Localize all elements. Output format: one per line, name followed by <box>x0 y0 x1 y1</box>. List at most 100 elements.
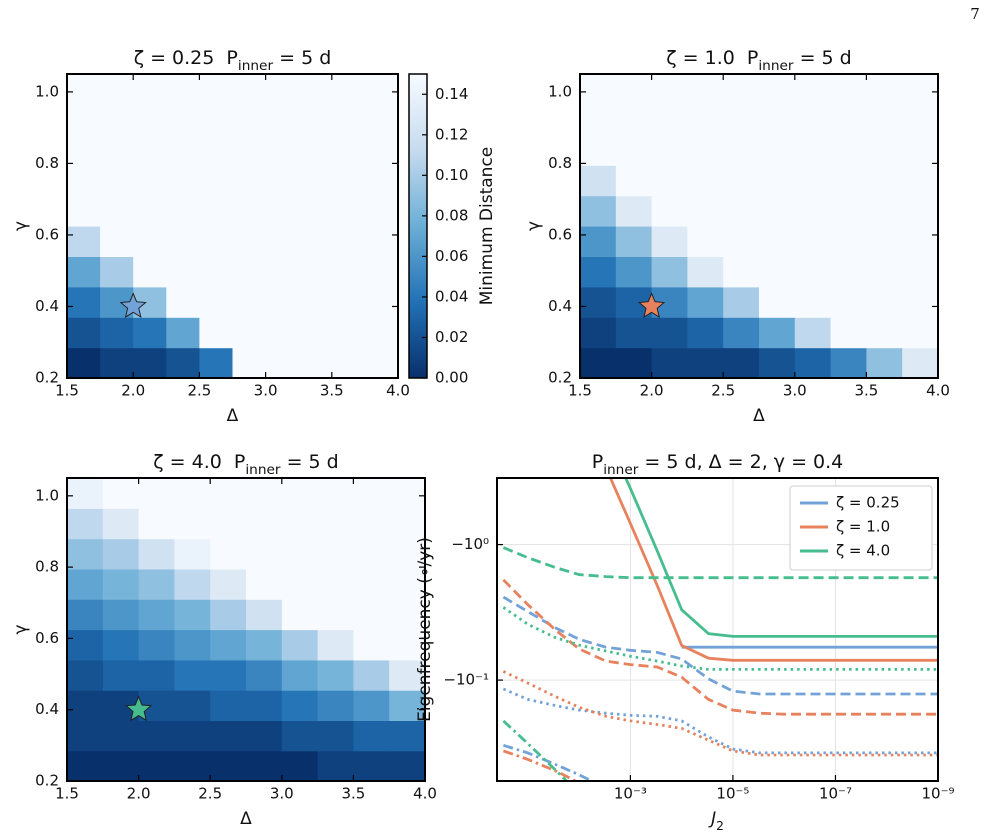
heatmap-cell <box>615 256 653 288</box>
heatmap-cell <box>210 538 247 570</box>
heatmap-cell <box>133 74 167 105</box>
heatmap-cell <box>364 165 399 197</box>
heatmap-cell <box>353 478 390 509</box>
heatmap-cell <box>265 165 300 197</box>
heatmap-cell <box>133 104 167 136</box>
heatmap-cell <box>298 347 333 379</box>
heatmap-cell <box>615 317 653 349</box>
heatmap-cell <box>174 659 211 691</box>
heatmap-cell <box>759 347 796 379</box>
chart-title-part: P <box>592 451 603 473</box>
heatmap-cell <box>265 317 300 349</box>
heatmap-cell <box>246 508 283 540</box>
chart-title: ζ = 4.0 Pinner = 5 d <box>153 451 338 479</box>
x-tick-label: 2.5 <box>711 382 735 400</box>
heatmap-cell <box>317 659 354 691</box>
heatmap-cell <box>281 478 319 509</box>
heatmap-cell <box>687 104 724 136</box>
axes-frame <box>496 477 939 782</box>
heatmap-cell <box>687 165 724 197</box>
heatmap-cell <box>232 104 267 136</box>
heatmap-cell <box>317 750 354 782</box>
colorbar-tick-label: 0.08 <box>435 206 468 224</box>
heatmap-cell <box>830 134 867 166</box>
colorbar-tick-label: 0.10 <box>435 166 468 184</box>
heatmap-cell <box>651 195 688 227</box>
heatmap-cell <box>902 165 939 197</box>
axes-frame <box>66 477 426 782</box>
x-tick-label: 3.0 <box>783 382 807 400</box>
heatmap-cell <box>210 568 247 600</box>
heatmap-cell <box>759 104 796 136</box>
x-axis-label: Δ <box>240 809 252 829</box>
heatmap-cell <box>174 568 211 600</box>
y-tick-label: 0.6 <box>35 629 59 647</box>
heatmap-cell <box>794 165 832 197</box>
heatmap-cell <box>615 74 653 105</box>
heatmap-cell <box>902 195 939 227</box>
y-tick-label: 0.8 <box>35 154 59 172</box>
heatmap-cell <box>723 286 760 318</box>
series-line <box>502 670 938 757</box>
heatmap-cell <box>138 720 175 752</box>
heatmap-cell <box>317 568 354 600</box>
heatmap-cell <box>133 256 167 288</box>
heatmap-cell <box>102 478 140 509</box>
legend-box <box>789 485 933 571</box>
colorbar-tick-label: 0.12 <box>435 125 468 143</box>
heatmap-cell <box>866 195 903 227</box>
chart-title-part: = 5 d <box>281 451 339 473</box>
heatmap-cell <box>866 134 903 166</box>
heatmap-cell <box>794 226 832 257</box>
heatmap-cell <box>265 195 300 227</box>
heatmap-cell <box>353 629 390 661</box>
x-tick-label: 4.0 <box>386 382 410 400</box>
heatmap-cell <box>580 226 617 257</box>
heatmap-cell <box>830 286 867 318</box>
page-number: 7 <box>970 5 980 23</box>
heatmap-cell <box>389 538 426 570</box>
heatmap-cell <box>102 568 140 600</box>
chart-title-part: ζ = 1.0 P <box>666 47 758 69</box>
heatmap-cell <box>281 568 319 600</box>
heatmap-cell <box>364 134 399 166</box>
y-tick-label: 0.2 <box>35 369 59 387</box>
heatmap-cell <box>364 347 399 379</box>
heatmap-cell <box>298 195 333 227</box>
heatmap-cell <box>265 74 300 105</box>
y-tick-label: 1.0 <box>35 486 59 504</box>
y-axis-label: γ <box>11 624 31 634</box>
heatmap-cell <box>794 286 832 318</box>
heatmap-cell <box>67 568 104 600</box>
heatmap-cell <box>232 74 267 105</box>
chart-title-part: inner <box>603 462 639 478</box>
y-tick-label: 0.6 <box>35 225 59 243</box>
heatmap-cell <box>331 195 366 227</box>
x-tick-label: 3.0 <box>254 382 278 400</box>
heatmap-cell <box>67 508 104 540</box>
y-tick-label: 0.4 <box>548 297 572 315</box>
heatmap-cell <box>281 690 319 721</box>
heatmap-cell <box>794 256 832 288</box>
heatmap-cell <box>166 74 200 105</box>
x-tick-label: 1.5 <box>55 382 79 400</box>
heatmap-cell <box>353 720 390 752</box>
heatmap-cell <box>687 74 724 105</box>
chart-title-part: ζ = 4.0 P <box>153 451 245 473</box>
heatmap-cell <box>298 104 333 136</box>
heatmap-cell <box>580 195 617 227</box>
heatmap-cell <box>166 256 200 288</box>
heatmap-cell <box>580 347 617 379</box>
chart-title-part: = 5 d <box>273 47 331 69</box>
heatmap-cell <box>364 195 399 227</box>
heatmap-cell <box>902 286 939 318</box>
heatmap-cell <box>866 104 903 136</box>
x-tick-label: 3.0 <box>270 785 294 803</box>
heatmap-cell <box>265 256 300 288</box>
heatmap-cell <box>866 286 903 318</box>
heatmap-cell <box>580 74 617 105</box>
heatmap-cell <box>232 256 267 288</box>
x-tick-label: 2.5 <box>198 785 222 803</box>
series-line <box>624 478 938 638</box>
